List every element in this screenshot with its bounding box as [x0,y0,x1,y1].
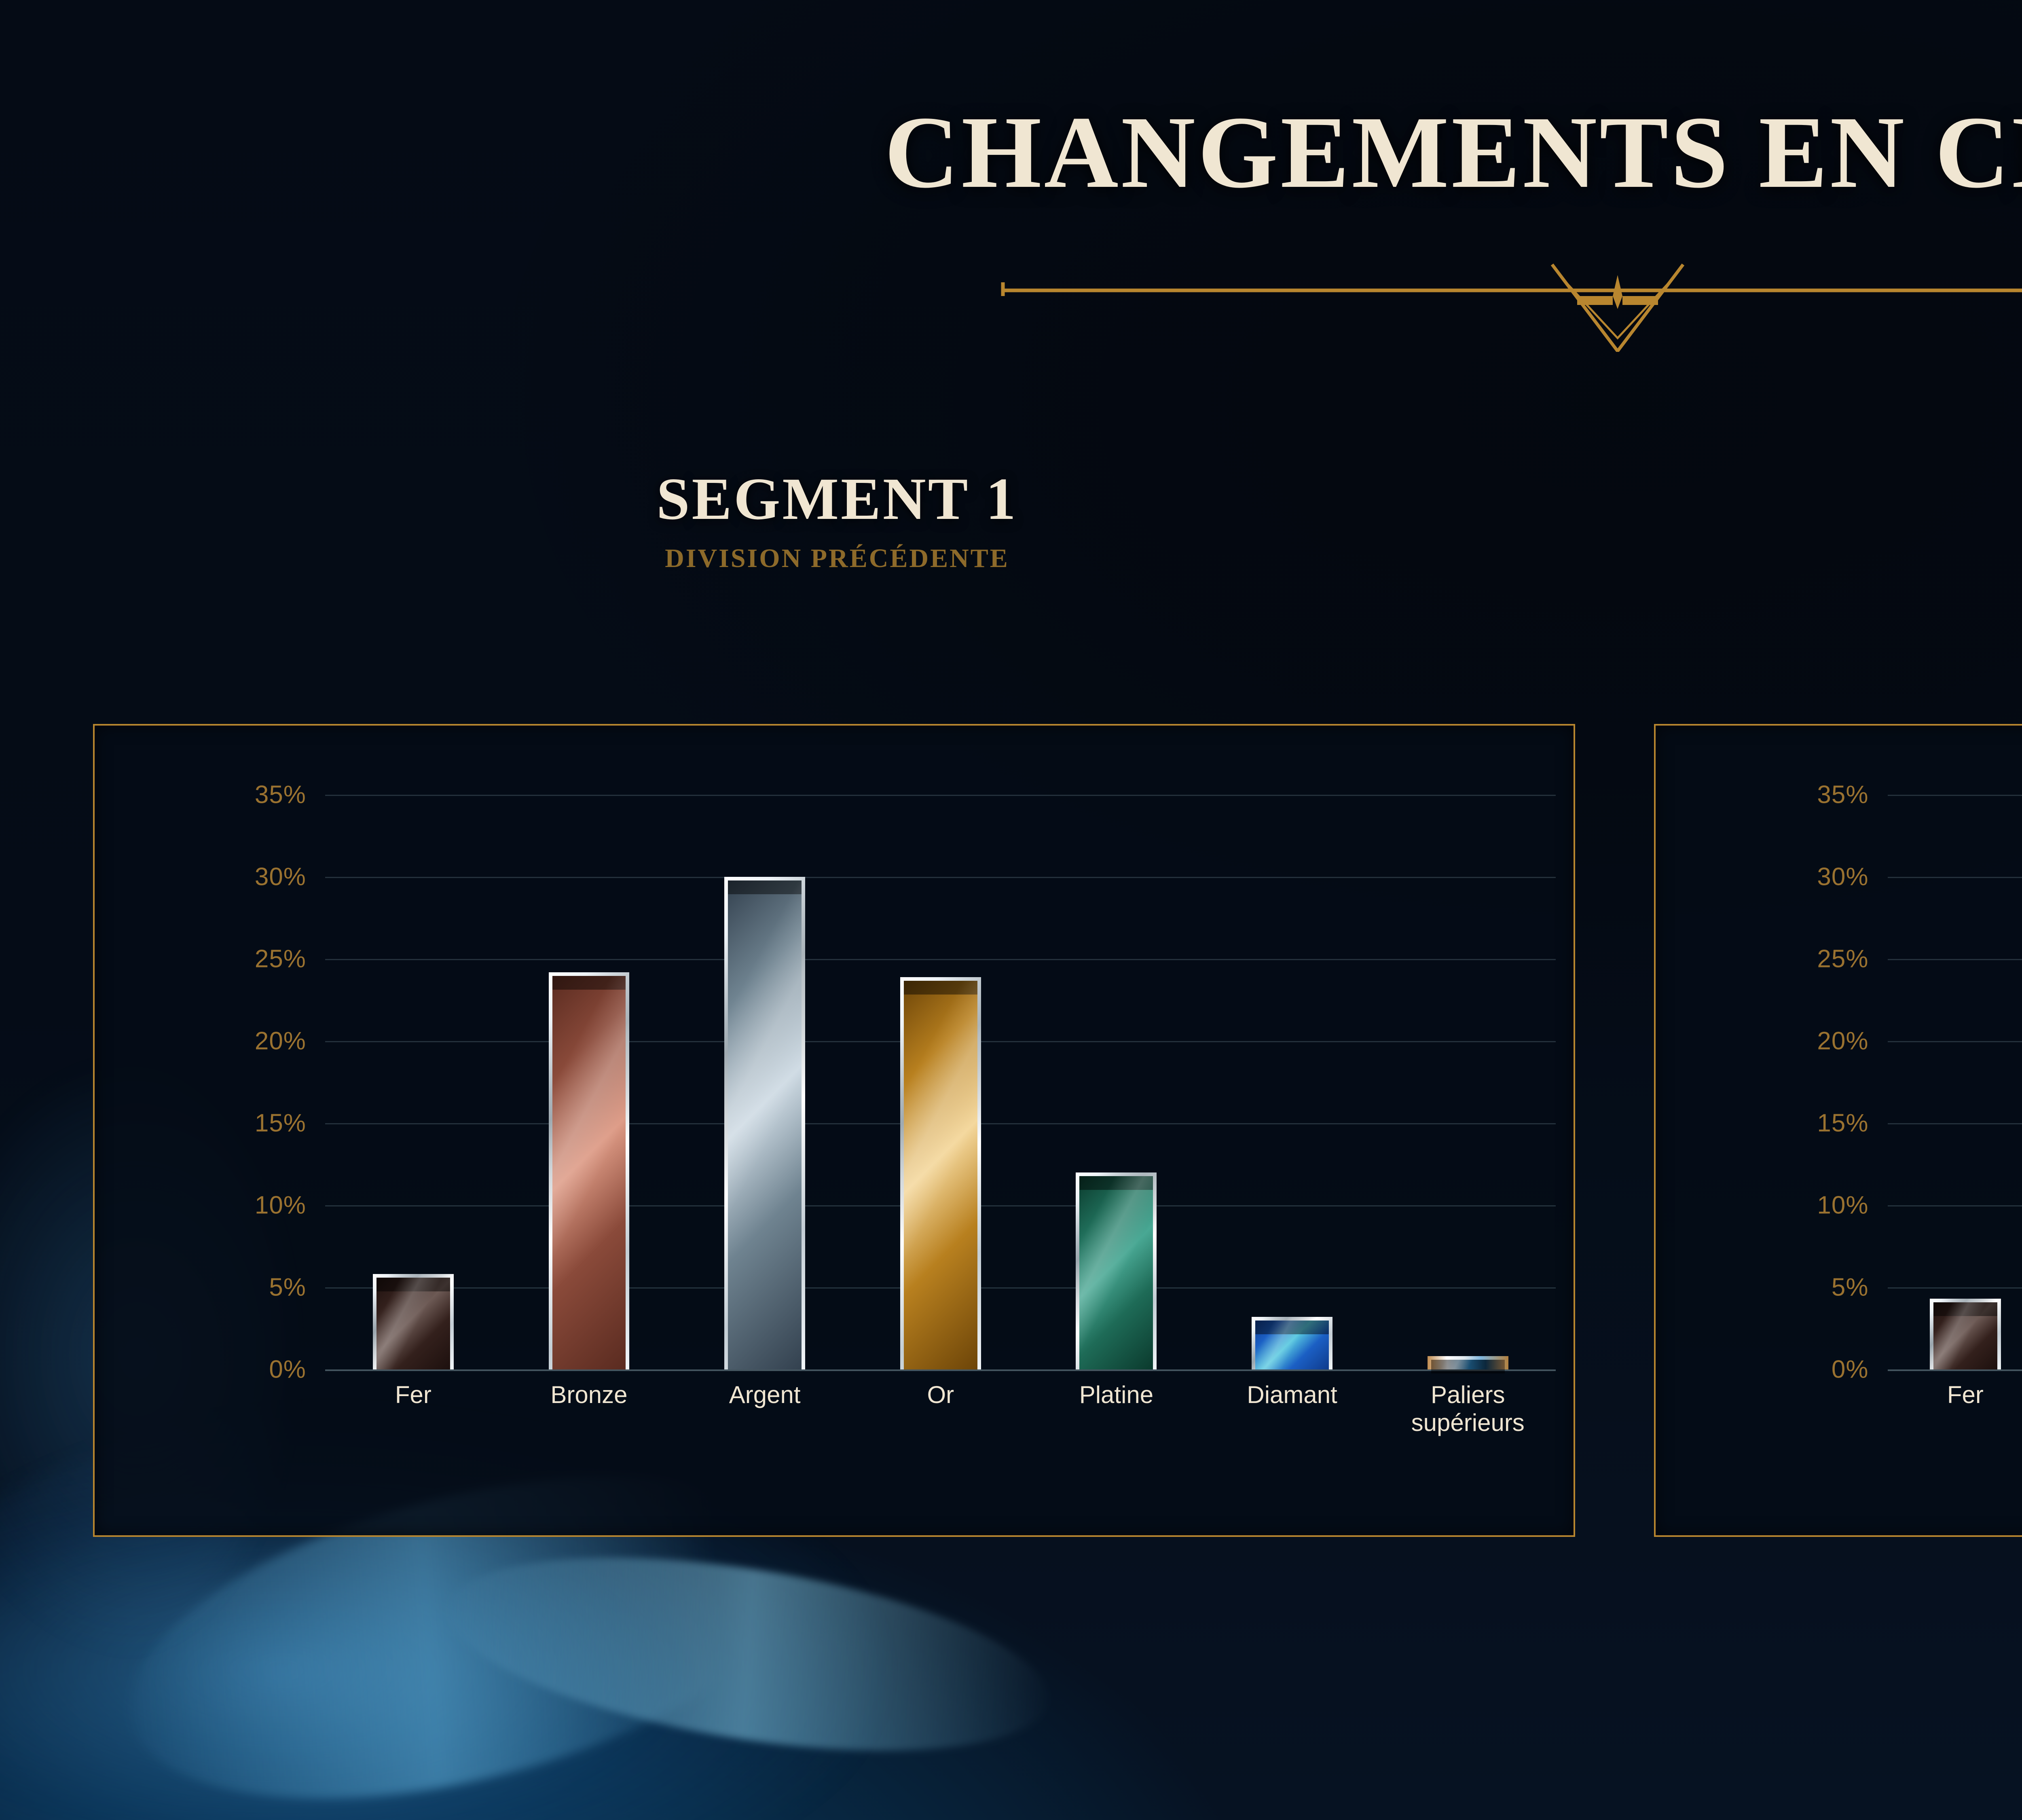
bar[interactable] [724,877,806,1369]
x-axis-labels: Fer Bronze Argent Or Platine Diamant Paliers s… [325,1369,1556,1437]
bar-gloss [1252,1316,1333,1369]
bar-column-fer[interactable] [1888,762,2022,1369]
x-axis-labels: FerBronzeArgentOrPlatineÉmeraudeDiamantP… [1888,1369,2022,1437]
gridline [1888,1369,2022,1371]
bar-gloss [1929,1299,2001,1369]
y-axis-tick-label: 30% [254,863,306,891]
bar[interactable] [1427,1356,1508,1374]
gridline [1888,795,2022,796]
bar-top-shadow [376,1278,450,1292]
gridline [325,877,1556,878]
bar[interactable] [1252,1316,1333,1369]
x-axis-tick-label: Argent [729,1381,801,1408]
bar-column-bronze[interactable] [501,762,677,1369]
gridline [1888,877,2022,878]
bar-column-paliers-supérieurs[interactable] [1380,762,1556,1374]
bar-series [1888,762,2022,1369]
gridline [1888,1123,2022,1124]
x-axis-tick-label: Platine [1079,1381,1154,1408]
segment-1-title: SEGMENT 1 [656,466,1018,532]
bar-fill [1255,1320,1329,1369]
divider-ornament [999,259,2022,354]
y-axis-tick-label: 15% [254,1109,306,1137]
gridline [1888,1205,2022,1206]
bar-top-shadow [1431,1360,1505,1374]
y-axis-tick-label: 25% [1817,945,1869,973]
y-axis-tick-label: 15% [1817,1109,1869,1137]
bar-gloss [372,1274,454,1369]
bar-fill [1933,1302,1997,1369]
gridline [325,795,1556,796]
bar-column-platine[interactable] [1028,762,1204,1369]
y-axis-tick-label: 25% [254,945,306,973]
y-axis-tick-label: 0% [269,1355,306,1384]
bar-gloss [1427,1356,1508,1369]
x-axis-tick-label: Diamant [1247,1381,1337,1408]
bar[interactable] [1076,1172,1157,1369]
chart-segment-1: 0% 5% 10% 15% 20% 25% 30% 35% Fer Bronze Argent Or P… [93,724,1575,1537]
bar-column-diamant[interactable] [1204,762,1380,1369]
gridline [325,959,1556,961]
plot-area-1: 0% 5% 10% 15% 20% 25% 30% 35% Fer Bronze Argent Or P… [95,726,1574,1535]
y-axis-tick-label: 20% [254,1027,306,1055]
bar[interactable] [900,977,981,1369]
segment-2-title: SEGMENT 2 [1654,469,2022,529]
bar-fill [1079,1176,1153,1369]
x-axis-tick-label: Fer [1947,1381,1984,1408]
gridline [1888,1287,2022,1289]
x-axis-tick-label: Fer [395,1381,431,1408]
x-axis-tick-label: Or [927,1381,954,1408]
y-axis-tick-label: 0% [1831,1355,1869,1384]
page-title: CHANGEMENTS EN CLASSÉ [884,95,2022,210]
bar-gloss [548,972,630,1369]
bar-top-shadow [1079,1176,1153,1190]
segment-1-subtitle: DIVISION PRÉCÉDENTE [665,544,1009,573]
bar-column-or[interactable] [852,762,1028,1369]
bar-top-shadow [552,976,626,990]
gridline [1888,1041,2022,1042]
bar-fill [376,1278,450,1369]
bar-top-shadow [1933,1302,1997,1316]
gridline [325,1369,1556,1371]
segment-2-subtitle: NOUVELLE DIVISION [1654,545,2022,572]
y-axis-tick-label: 5% [1831,1273,1869,1302]
bar[interactable] [548,972,630,1369]
gridline [1888,959,2022,961]
bar-gloss [724,877,806,1369]
bar-series [325,762,1556,1374]
x-axis-tick-label: Paliers supérieurs [1411,1381,1525,1437]
y-axis-tick-label: 5% [269,1273,306,1302]
panel-header-segment-1: SEGMENT 1 DIVISION PRÉCÉDENTE [93,469,1581,572]
bar[interactable] [372,1274,454,1369]
y-axis-tick-label: 10% [254,1191,306,1219]
bar[interactable] [1929,1299,2001,1369]
x-axis-tick-label: Bronze [550,1381,628,1408]
y-axis-tick-label: 35% [254,781,306,809]
y-axis-tick-label: 20% [1817,1027,1869,1055]
panel-header-segment-2: SEGMENT 2 NOUVELLE DIVISION [1654,469,2022,572]
bar-fill [903,980,977,1369]
bar-fill [1431,1360,1505,1369]
plot-area-2: 0% 5% 10% 15% 20% 25% 30% 35% FerBronzeArgentOrP… [1656,726,2022,1535]
chart-segment-2: 0% 5% 10% 15% 20% 25% 30% 35% FerBronzeArgentOrP… [1654,724,2022,1537]
y-axis-tick-label: 35% [1817,781,1869,809]
bar-gloss [1076,1172,1157,1369]
bar-top-shadow [728,880,802,895]
y-axis-tick-label: 30% [1817,863,1869,891]
bar-fill [552,976,626,1369]
bar-gloss [900,977,981,1369]
bar-fill [728,880,802,1369]
bar-top-shadow [1255,1320,1329,1334]
y-axis-tick-label: 10% [1817,1191,1869,1219]
bar-top-shadow [903,980,977,995]
bar-column-fer[interactable] [325,762,501,1369]
bar-column-argent[interactable] [677,762,853,1369]
